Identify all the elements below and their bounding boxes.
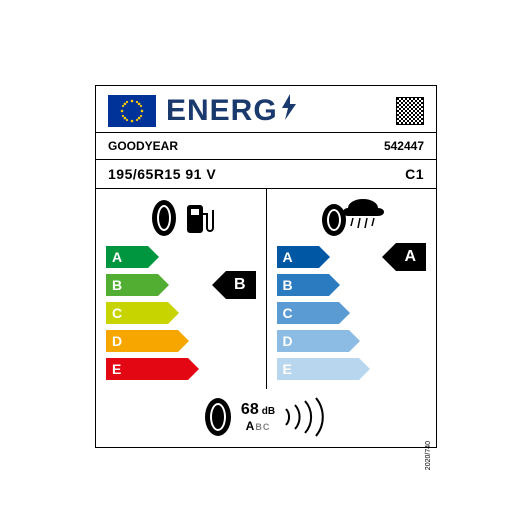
- tyre-class: C1: [405, 166, 424, 182]
- rating-letter: A: [283, 249, 293, 265]
- rating-letter: D: [112, 333, 122, 349]
- energy-title: ENERG: [166, 94, 396, 128]
- noise-values: 68 dB ABC: [241, 401, 275, 433]
- rating-row-B: BB: [106, 273, 260, 297]
- product-code: 542447: [384, 139, 424, 153]
- rating-pointer: B: [226, 271, 256, 299]
- bolt-icon: [280, 94, 298, 128]
- rating-letter: B: [283, 277, 293, 293]
- brand-row: GOODYEAR 542447: [96, 132, 436, 160]
- noise-tyre-icon: [201, 395, 235, 439]
- rating-letter: C: [112, 305, 122, 321]
- rating-row-B: B: [277, 273, 431, 297]
- fuel-icon-row: [106, 197, 260, 239]
- noise-unit: dB: [262, 406, 275, 417]
- rating-row-E: E: [277, 357, 431, 381]
- rating-row-D: D: [106, 329, 260, 353]
- rating-panels: ABBCDE AABCDE: [96, 189, 436, 389]
- wet-panel: AABCDE: [267, 189, 437, 389]
- header: ENERG: [96, 86, 436, 132]
- rating-row-A: A: [106, 245, 260, 269]
- wet-bars: AABCDE: [277, 245, 431, 381]
- size-row: 195/65R15 91 V C1: [96, 160, 436, 189]
- fuel-bars: ABBCDE: [106, 245, 260, 381]
- energy-text: ENERG: [166, 94, 278, 128]
- eu-flag-icon: [108, 95, 156, 127]
- tyre-size: 195/65R15 91 V: [108, 166, 216, 182]
- rating-letter: E: [112, 361, 121, 377]
- rating-row-C: C: [277, 301, 431, 325]
- rating-letter: B: [112, 277, 122, 293]
- rating-letter: A: [112, 249, 122, 265]
- qr-code-icon: [396, 97, 424, 125]
- noise-classes: ABC: [246, 419, 271, 433]
- noise-db: 68: [241, 401, 259, 419]
- rating-letter: D: [283, 333, 293, 349]
- tyre-rain-icon: [318, 198, 388, 238]
- tyre-fuel-icon: [148, 198, 218, 238]
- regulation-code: 2020/740: [425, 441, 432, 470]
- noise-section: 68 dB ABC: [96, 389, 436, 439]
- fuel-panel: ABBCDE: [96, 189, 267, 389]
- eu-tyre-label: ENERG GOODYEAR 542447 195/65R15 91 V C1: [95, 85, 437, 448]
- rating-letter: E: [283, 361, 292, 377]
- brand-name: GOODYEAR: [108, 139, 178, 153]
- rating-row-A: AA: [277, 245, 431, 269]
- wet-icon-row: [277, 197, 431, 239]
- rating-row-D: D: [277, 329, 431, 353]
- rating-pointer: A: [396, 243, 426, 271]
- rating-row-C: C: [106, 301, 260, 325]
- rating-letter: C: [283, 305, 293, 321]
- rating-row-E: E: [106, 357, 260, 381]
- sound-waves-icon: [281, 395, 331, 439]
